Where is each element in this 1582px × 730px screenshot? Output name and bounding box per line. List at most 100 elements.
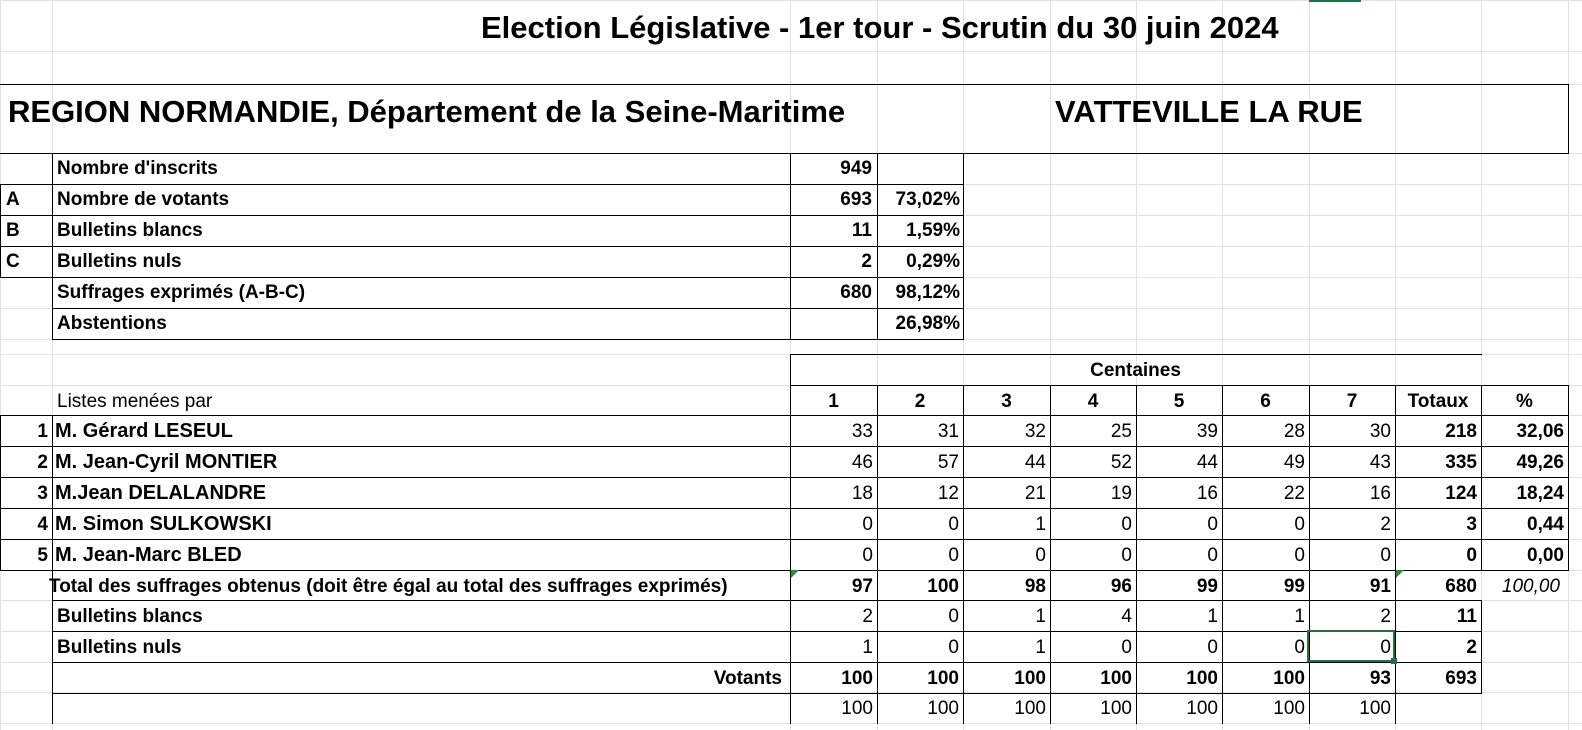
column-header: 4 (1087, 391, 1099, 412)
check-cell: 100 (1186, 698, 1218, 719)
blancs-cell: 2 (1380, 606, 1391, 627)
border-line (52, 631, 1482, 632)
summary-label: Bulletins nuls (57, 251, 182, 272)
blancs-cell: 1 (1035, 606, 1046, 627)
total-cell: 99 (1196, 576, 1218, 597)
column-header: 1 (828, 391, 839, 412)
border-line (0, 508, 1569, 509)
border-line (52, 600, 1482, 601)
candidate-pct: 18,24 (1516, 483, 1564, 504)
total-cell: 96 (1110, 576, 1132, 597)
border-line (0, 153, 53, 154)
candidate-total: 335 (1445, 452, 1477, 473)
grand-total: 680 (1445, 576, 1477, 597)
border-line (52, 339, 964, 340)
sheet-title: Election Législative - 1er tour - Scruti… (481, 10, 1279, 45)
border-line (0, 415, 1569, 416)
nuls-total: 2 (1466, 637, 1477, 658)
border-line (1136, 385, 1137, 724)
vote-cell: 0 (1121, 545, 1132, 566)
border-line (52, 153, 53, 340)
candidate-name: M. Jean-Cyril MONTIER (55, 451, 278, 473)
vote-cell: 1 (1035, 514, 1046, 535)
gridline (52, 0, 53, 730)
border-line (52, 415, 53, 724)
total-label: Total des suffrages obtenus (doit être é… (49, 576, 728, 597)
column-header: 3 (1001, 391, 1012, 412)
border-line (1395, 385, 1396, 724)
border-line (1309, 385, 1310, 724)
border-line (0, 446, 1569, 447)
votants-label: Votants (713, 668, 782, 689)
summary-pct: 73,02% (895, 189, 960, 210)
vote-cell: 44 (1024, 452, 1046, 473)
vote-cell: 12 (937, 483, 959, 504)
vote-cell: 0 (1121, 514, 1132, 535)
votants-cell: 100 (841, 668, 873, 689)
votants-cell: 100 (1100, 668, 1132, 689)
votants-total: 693 (1445, 668, 1477, 689)
summary-count: 11 (851, 220, 872, 241)
gridline (963, 0, 964, 730)
vote-cell: 52 (1110, 452, 1132, 473)
total-cell: 91 (1369, 576, 1391, 597)
border-line (52, 693, 1482, 694)
summary-count: 693 (840, 189, 872, 210)
candidate-pct: 0,44 (1527, 514, 1564, 535)
candidate-pct: 49,26 (1516, 452, 1564, 473)
nuls-cell: 0 (1121, 637, 1132, 658)
vote-cell: 49 (1283, 452, 1305, 473)
selected-cell[interactable] (1307, 630, 1395, 662)
border-line (0, 570, 1569, 571)
centaines-header: Centaines (1090, 360, 1181, 381)
column-header: 7 (1346, 391, 1358, 412)
gridline (1309, 0, 1310, 730)
summary-code: B (6, 220, 20, 241)
summary-label: Nombre d'inscrits (57, 158, 218, 179)
lists-label: Listes menées par (57, 391, 213, 412)
vote-cell: 39 (1196, 421, 1218, 442)
summary-label: Suffrages exprimés (A-B-C) (57, 282, 306, 303)
vote-cell: 32 (1024, 421, 1046, 442)
vote-cell: 0 (1207, 545, 1218, 566)
vote-cell: 22 (1283, 483, 1305, 504)
fill-handle[interactable] (1391, 658, 1397, 664)
candidate-pct: 0,00 (1527, 545, 1564, 566)
votants-cell: 93 (1369, 668, 1391, 689)
vote-cell: 0 (1294, 545, 1305, 566)
vote-cell: 0 (1380, 545, 1391, 566)
vote-cell: 19 (1110, 483, 1132, 504)
column-header: 5 (1173, 391, 1185, 412)
vote-cell: 2 (1380, 514, 1391, 535)
total-pct: 100,00 (1501, 576, 1560, 597)
border-line (0, 215, 964, 216)
candidate-number: 4 (37, 514, 48, 535)
commune-title: VATTEVILLE LA RUE (1055, 94, 1363, 129)
nuls-cell: 1 (1035, 637, 1046, 658)
check-cell: 100 (1273, 698, 1305, 719)
summary-pct: 26,98% (895, 313, 960, 334)
border-line (1050, 385, 1051, 724)
border-line (0, 184, 964, 185)
gridline (0, 692, 1582, 693)
vote-cell: 16 (1196, 483, 1218, 504)
summary-label: Abstentions (57, 313, 167, 334)
summary-code: C (6, 251, 20, 272)
vote-cell: 57 (937, 452, 959, 473)
border-line (0, 84, 1569, 85)
votants-cell: 100 (927, 668, 959, 689)
nuls-cell: 0 (948, 637, 959, 658)
vote-cell: 33 (851, 421, 873, 442)
check-cell: 100 (1014, 698, 1046, 719)
border-line (963, 153, 964, 340)
vote-cell: 0 (1035, 545, 1046, 566)
votants-cell: 100 (1014, 668, 1046, 689)
summary-count: 680 (840, 282, 872, 303)
border-line (790, 385, 1569, 386)
gridline (0, 0, 1, 730)
gridline (1395, 0, 1396, 730)
nuls-cell: 0 (1207, 637, 1218, 658)
check-cell: 100 (927, 698, 959, 719)
border-line (877, 153, 878, 340)
